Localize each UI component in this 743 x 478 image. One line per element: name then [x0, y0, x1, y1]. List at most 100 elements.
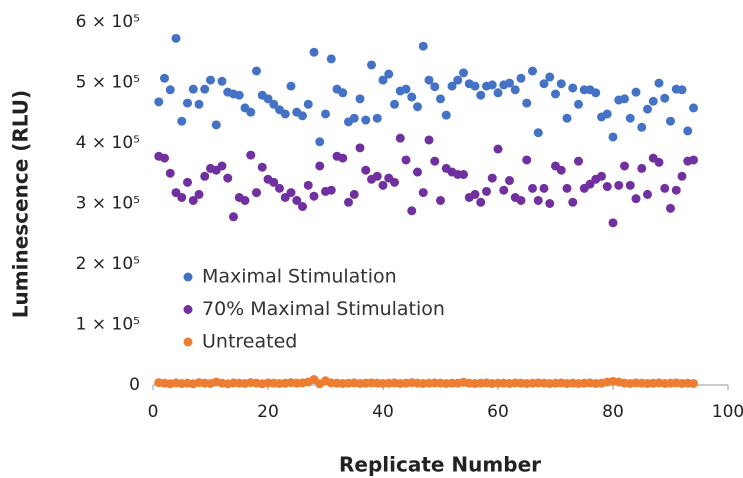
data-point [666, 116, 675, 126]
data-point [677, 171, 687, 181]
data-point [384, 69, 394, 79]
data-point [269, 99, 279, 109]
data-point [200, 84, 210, 94]
data-point [516, 195, 526, 205]
data-point [470, 189, 480, 199]
data-point [326, 185, 336, 195]
legend-marker [183, 337, 193, 347]
data-point [510, 85, 520, 95]
x-tick-label: 100 [712, 402, 743, 422]
data-point [689, 378, 698, 388]
data-point [252, 188, 261, 198]
data-point [522, 98, 532, 108]
data-point [476, 197, 486, 207]
data-point [562, 113, 572, 123]
data-point [631, 87, 641, 97]
data-point [395, 133, 405, 143]
data-point [263, 94, 273, 104]
data-point [551, 89, 560, 99]
data-point [430, 82, 440, 92]
data-point [631, 194, 641, 204]
data-point [355, 143, 365, 153]
data-point [217, 161, 227, 171]
data-point [303, 99, 313, 109]
data-point [246, 107, 256, 117]
data-point [361, 115, 371, 125]
legend-text: 70% Maximal Stimulation [202, 298, 445, 320]
data-point [413, 102, 422, 112]
data-point [499, 185, 509, 195]
data-point [361, 165, 371, 175]
data-point [160, 153, 169, 163]
data-point [183, 98, 192, 108]
data-point [602, 109, 612, 119]
data-point [556, 79, 566, 89]
data-point [355, 94, 365, 104]
x-tick-label: 60 [487, 402, 509, 422]
data-point [430, 156, 440, 166]
data-point [418, 188, 428, 198]
data-point [654, 78, 664, 88]
data-point [487, 80, 497, 90]
data-point [689, 103, 698, 113]
data-point [234, 90, 244, 100]
y-tick-label: 6 × 10⁵ [76, 12, 140, 32]
data-point [637, 163, 647, 173]
data-point [528, 183, 537, 193]
x-tick-label: 40 [372, 402, 394, 422]
data-point [240, 195, 250, 205]
data-point [223, 173, 233, 183]
data-point [280, 109, 290, 119]
data-point [194, 189, 204, 199]
y-tick-label: 0 [129, 375, 140, 395]
data-point [487, 173, 497, 183]
data-point [326, 54, 336, 64]
data-point [171, 33, 181, 43]
data-point [505, 78, 514, 88]
data-point [643, 104, 652, 114]
data-point [315, 137, 325, 147]
data-point [165, 168, 175, 178]
legend-marker [183, 305, 193, 314]
data-point [677, 85, 687, 95]
data-point [252, 66, 261, 76]
data-point [556, 165, 566, 175]
data-point [493, 144, 503, 154]
data-point [493, 88, 503, 98]
data-point [660, 183, 670, 193]
data-point [620, 161, 629, 171]
data-point [160, 73, 169, 83]
data-point [338, 88, 348, 98]
data-point [401, 155, 411, 165]
data-point [390, 99, 399, 109]
data-point [390, 177, 399, 187]
data-point [372, 113, 382, 123]
data-point [602, 182, 612, 192]
data-point [229, 212, 238, 222]
data-point [643, 189, 652, 199]
data-point [257, 162, 267, 172]
data-point [528, 66, 537, 76]
data-point [407, 92, 417, 102]
data-point [165, 85, 175, 95]
data-point [505, 176, 514, 186]
legend-marker [183, 272, 193, 282]
data-point [424, 135, 434, 145]
data-point [648, 96, 658, 106]
data-point [194, 99, 204, 109]
data-point [545, 72, 555, 82]
data-point [545, 199, 555, 208]
data-point [401, 84, 411, 94]
data-point [177, 192, 187, 202]
data-point [614, 180, 624, 190]
data-point [476, 90, 486, 100]
y-tick-label: 5 × 10⁵ [76, 73, 140, 93]
data-point [533, 128, 543, 138]
data-point [344, 197, 353, 207]
data-point [286, 81, 296, 91]
data-point [625, 113, 635, 123]
data-point [206, 75, 215, 85]
data-point [436, 94, 445, 104]
data-point [246, 150, 256, 160]
data-point [533, 195, 543, 205]
